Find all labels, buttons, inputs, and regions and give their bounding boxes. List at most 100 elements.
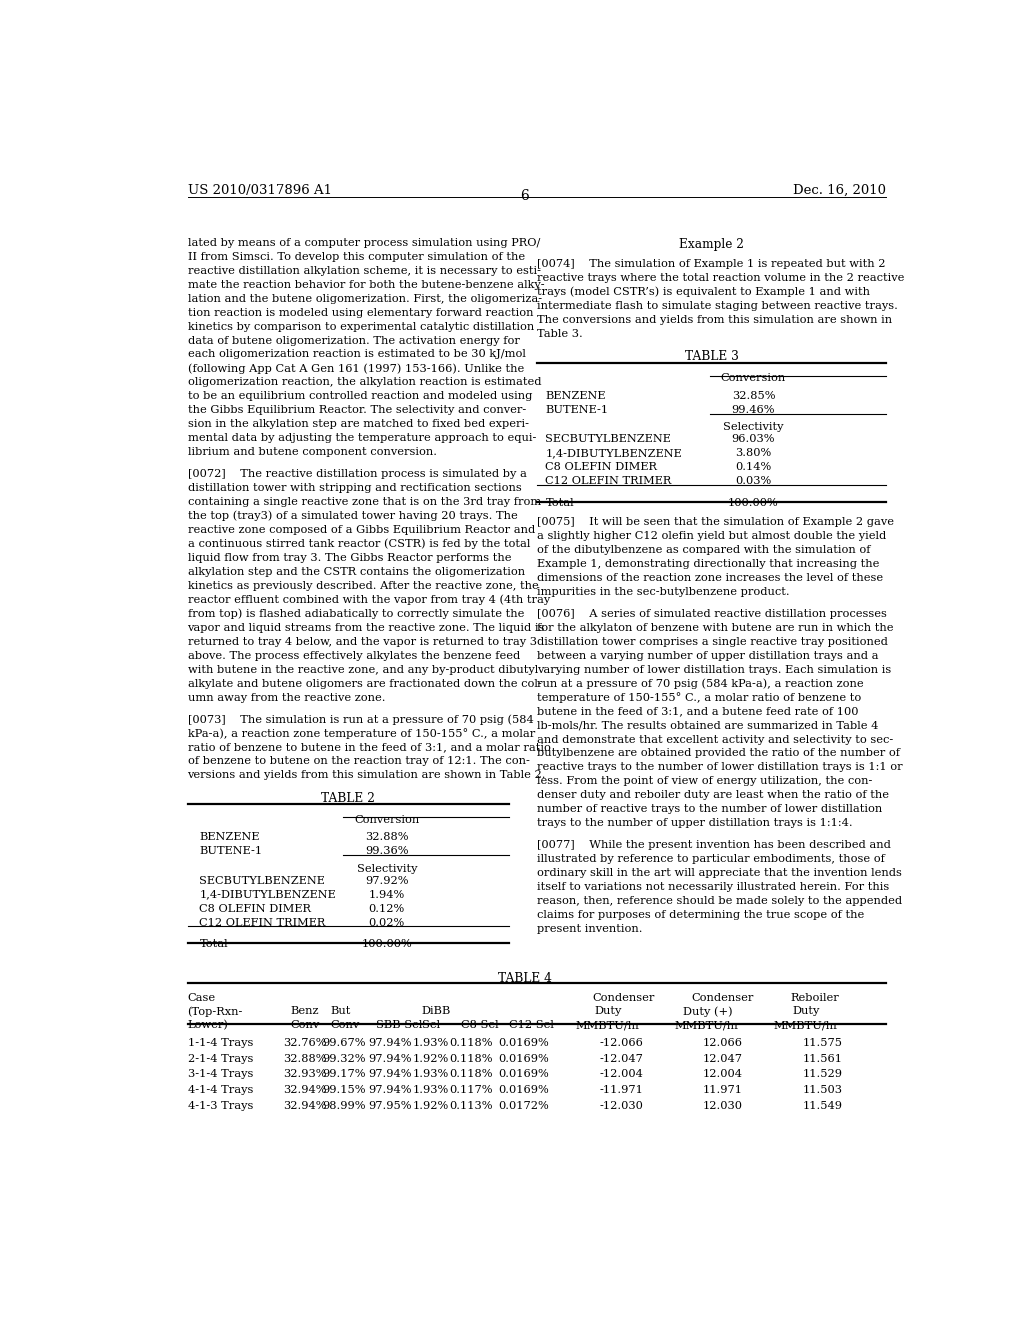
- Text: oligomerization reaction, the alkylation reaction is estimated: oligomerization reaction, the alkylation…: [187, 378, 541, 388]
- Text: lb-mols/hr. The results obtained are summarized in Table 4: lb-mols/hr. The results obtained are sum…: [538, 721, 879, 730]
- Text: MMBTU/hr: MMBTU/hr: [575, 1020, 641, 1030]
- Text: [0073]    The simulation is run at a pressure of 70 psig (584: [0073] The simulation is run at a pressu…: [187, 714, 534, 725]
- Text: 0.0169%: 0.0169%: [498, 1038, 549, 1048]
- Text: 99.15%: 99.15%: [323, 1085, 367, 1096]
- Text: trays to the number of upper distillation trays is 1:1:4.: trays to the number of upper distillatio…: [538, 818, 853, 829]
- Text: of the dibutylbenzene as compared with the simulation of: of the dibutylbenzene as compared with t…: [538, 545, 871, 556]
- Text: 1.94%: 1.94%: [369, 890, 404, 900]
- Text: run at a pressure of 70 psig (584 kPa-a), a reaction zone: run at a pressure of 70 psig (584 kPa-a)…: [538, 678, 864, 689]
- Text: denser duty and reboiler duty are least when the ratio of the: denser duty and reboiler duty are least …: [538, 791, 890, 800]
- Text: a slightly higher C12 olefin yield but almost double the yield: a slightly higher C12 olefin yield but a…: [538, 531, 887, 541]
- Text: 32.85%: 32.85%: [732, 391, 775, 401]
- Text: the top (tray3) of a simulated tower having 20 trays. The: the top (tray3) of a simulated tower hav…: [187, 511, 517, 521]
- Text: 99.67%: 99.67%: [323, 1038, 367, 1048]
- Text: 32.76%: 32.76%: [283, 1038, 327, 1048]
- Text: ordinary skill in the art will appreciate that the invention lends: ordinary skill in the art will appreciat…: [538, 869, 902, 878]
- Text: US 2010/0317896 A1: US 2010/0317896 A1: [187, 183, 332, 197]
- Text: C8 OLEFIN DIMER: C8 OLEFIN DIMER: [200, 904, 311, 913]
- Text: Selectivity: Selectivity: [723, 422, 783, 432]
- Text: reactive zone composed of a Gibbs Equilibrium Reactor and: reactive zone composed of a Gibbs Equili…: [187, 525, 535, 535]
- Text: librium and butene component conversion.: librium and butene component conversion.: [187, 447, 436, 457]
- Text: 32.94%: 32.94%: [283, 1085, 327, 1096]
- Text: 0.03%: 0.03%: [735, 477, 772, 486]
- Text: 99.36%: 99.36%: [365, 846, 409, 857]
- Text: 1-1-4 Trays: 1-1-4 Trays: [187, 1038, 253, 1048]
- Text: number of reactive trays to the number of lower distillation: number of reactive trays to the number o…: [538, 804, 883, 814]
- Text: mental data by adjusting the temperature approach to equi-: mental data by adjusting the temperature…: [187, 433, 536, 444]
- Text: BENZENE: BENZENE: [200, 833, 260, 842]
- Text: 100.00%: 100.00%: [361, 940, 413, 949]
- Text: intermediate flash to simulate staging between reactive trays.: intermediate flash to simulate staging b…: [538, 301, 898, 310]
- Text: 32.88%: 32.88%: [283, 1053, 327, 1064]
- Text: II from Simsci. To develop this computer simulation of the: II from Simsci. To develop this computer…: [187, 252, 524, 261]
- Text: 32.93%: 32.93%: [283, 1069, 327, 1080]
- Text: and demonstrate that excellent activity and selectivity to sec-: and demonstrate that excellent activity …: [538, 734, 894, 744]
- Text: 12.047: 12.047: [703, 1053, 743, 1064]
- Text: tion reaction is modeled using elementary forward reaction: tion reaction is modeled using elementar…: [187, 308, 534, 318]
- Text: 0.0172%: 0.0172%: [498, 1101, 549, 1111]
- Text: above. The process effectively alkylates the benzene feed: above. The process effectively alkylates…: [187, 651, 520, 660]
- Text: -12.030: -12.030: [600, 1101, 644, 1111]
- Text: SECBUTYLBENZENE: SECBUTYLBENZENE: [546, 434, 672, 444]
- Text: claims for purposes of determining the true scope of the: claims for purposes of determining the t…: [538, 909, 864, 920]
- Text: the Gibbs Equilibrium Reactor. The selectivity and conver-: the Gibbs Equilibrium Reactor. The selec…: [187, 405, 525, 416]
- Text: dimensions of the reaction zone increases the level of these: dimensions of the reaction zone increase…: [538, 573, 884, 583]
- Text: C12 OLEFIN TRIMER: C12 OLEFIN TRIMER: [200, 917, 326, 928]
- Text: (following App Cat A Gen 161 (1997) 153-166). Unlike the: (following App Cat A Gen 161 (1997) 153-…: [187, 363, 523, 374]
- Text: distillation tower comprises a single reactive tray positioned: distillation tower comprises a single re…: [538, 636, 889, 647]
- Text: 12.066: 12.066: [703, 1038, 743, 1048]
- Text: Condenser: Condenser: [592, 993, 654, 1003]
- Text: containing a single reactive zone that is on the 3rd tray from: containing a single reactive zone that i…: [187, 496, 541, 507]
- Text: [0074]    The simulation of Example 1 is repeated but with 2: [0074] The simulation of Example 1 is re…: [538, 259, 886, 269]
- Text: Total: Total: [200, 940, 228, 949]
- Text: MMBTU/hr: MMBTU/hr: [774, 1020, 840, 1030]
- Text: 32.88%: 32.88%: [365, 833, 409, 842]
- Text: 97.95%: 97.95%: [369, 1101, 412, 1111]
- Text: Duty: Duty: [595, 1006, 622, 1016]
- Text: Case: Case: [187, 993, 216, 1003]
- Text: butylbenzene are obtained provided the ratio of the number of: butylbenzene are obtained provided the r…: [538, 748, 900, 759]
- Text: temperature of 150-155° C., a molar ratio of benzene to: temperature of 150-155° C., a molar rati…: [538, 693, 862, 704]
- Text: Duty: Duty: [793, 1006, 820, 1016]
- Text: 4-1-3 Trays: 4-1-3 Trays: [187, 1101, 253, 1111]
- Text: 12.030: 12.030: [703, 1101, 743, 1111]
- Text: -12.004: -12.004: [600, 1069, 644, 1080]
- Text: alkylation step and the CSTR contains the oligomerization: alkylation step and the CSTR contains th…: [187, 566, 524, 577]
- Text: 0.0169%: 0.0169%: [498, 1085, 549, 1096]
- Text: 0.12%: 0.12%: [369, 904, 404, 913]
- Text: SECBUTYLBENZENE: SECBUTYLBENZENE: [200, 875, 326, 886]
- Text: from top) is flashed adiabatically to correctly simulate the: from top) is flashed adiabatically to co…: [187, 609, 524, 619]
- Text: 3-1-4 Trays: 3-1-4 Trays: [187, 1069, 253, 1080]
- Text: TABLE 3: TABLE 3: [685, 350, 738, 363]
- Text: Conv: Conv: [331, 1020, 359, 1030]
- Text: illustrated by reference to particular embodiments, those of: illustrated by reference to particular e…: [538, 854, 886, 865]
- Text: 1.93%: 1.93%: [413, 1038, 450, 1048]
- Text: Example 1, demonstrating directionally that increasing the: Example 1, demonstrating directionally t…: [538, 560, 880, 569]
- Text: reactive trays where the total reaction volume in the 2 reactive: reactive trays where the total reaction …: [538, 273, 905, 282]
- Text: for the alkylaton of benzene with butene are run in which the: for the alkylaton of benzene with butene…: [538, 623, 894, 632]
- Text: TABLE 2: TABLE 2: [322, 792, 375, 805]
- Text: Conversion: Conversion: [354, 814, 420, 825]
- Text: C12 Sel: C12 Sel: [509, 1020, 554, 1030]
- Text: of benzene to butene on the reaction tray of 12:1. The con-: of benzene to butene on the reaction tra…: [187, 756, 529, 766]
- Text: kinetics by comparison to experimental catalytic distillation: kinetics by comparison to experimental c…: [187, 322, 534, 331]
- Text: BUTENE-1: BUTENE-1: [200, 846, 262, 857]
- Text: 0.118%: 0.118%: [450, 1053, 494, 1064]
- Text: between a varying number of upper distillation trays and a: between a varying number of upper distil…: [538, 651, 879, 660]
- Text: BUTENE-1: BUTENE-1: [546, 405, 608, 414]
- Text: Reboiler: Reboiler: [791, 993, 840, 1003]
- Text: [0075]    It will be seen that the simulation of Example 2 gave: [0075] It will be seen that the simulati…: [538, 517, 895, 527]
- Text: The conversions and yields from this simulation are shown in: The conversions and yields from this sim…: [538, 314, 893, 325]
- Text: kPa-a), a reaction zone temperature of 150-155° C., a molar: kPa-a), a reaction zone temperature of 1…: [187, 729, 535, 739]
- Text: Benz: Benz: [291, 1006, 319, 1016]
- Text: Selectivity: Selectivity: [356, 863, 417, 874]
- Text: C8 OLEFIN DIMER: C8 OLEFIN DIMER: [546, 462, 657, 473]
- Text: 1.92%: 1.92%: [413, 1101, 450, 1111]
- Text: 96.03%: 96.03%: [732, 434, 775, 444]
- Text: 0.113%: 0.113%: [450, 1101, 494, 1111]
- Text: 97.94%: 97.94%: [369, 1085, 412, 1096]
- Text: lation and the butene oligomerization. First, the oligomeriza-: lation and the butene oligomerization. F…: [187, 293, 542, 304]
- Text: 6: 6: [520, 189, 529, 203]
- Text: 3.80%: 3.80%: [735, 447, 772, 458]
- Text: [0076]    A series of simulated reactive distillation processes: [0076] A series of simulated reactive di…: [538, 609, 888, 619]
